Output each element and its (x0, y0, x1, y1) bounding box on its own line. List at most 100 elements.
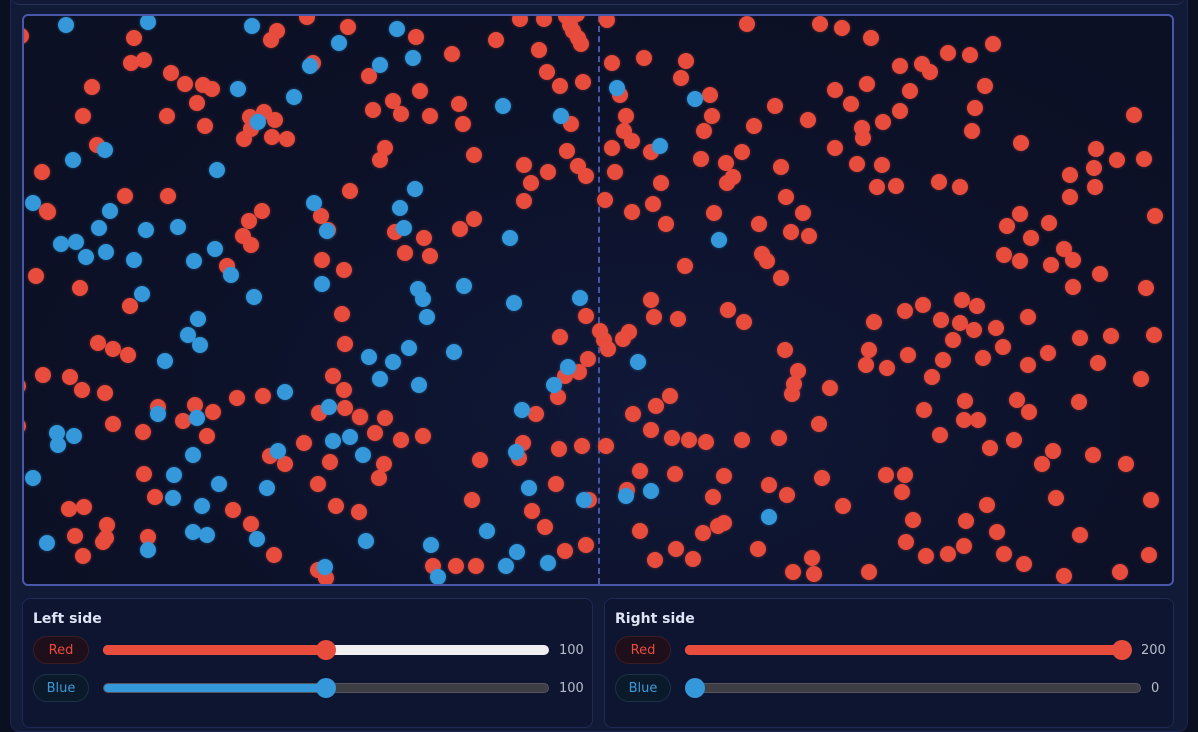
red-particle (325, 368, 341, 384)
red-particle (779, 487, 795, 503)
blue-particle (521, 480, 537, 496)
red-particle (902, 83, 918, 99)
red-particle (72, 280, 88, 296)
red-particle (75, 548, 91, 564)
slider-thumb[interactable] (685, 678, 706, 698)
panel-title: Right side (615, 611, 695, 627)
red-particle (632, 523, 648, 539)
red-particle (1016, 556, 1032, 572)
red-particle (718, 155, 734, 171)
blue-particle (170, 219, 186, 235)
blue-particle (192, 337, 208, 353)
red-particle (750, 541, 766, 557)
red-particle (957, 393, 973, 409)
red-particle (136, 52, 152, 68)
red-particle (861, 342, 877, 358)
red-particle (531, 42, 547, 58)
blue-particle (302, 58, 318, 74)
red-particle (175, 413, 191, 429)
red-particle (783, 224, 799, 240)
blue-particle (190, 311, 206, 327)
red-particle (767, 98, 783, 114)
red-particle (1141, 547, 1157, 563)
red-particle (408, 29, 424, 45)
red-particle (648, 398, 664, 414)
red-particle (361, 68, 377, 84)
red-particle (834, 20, 850, 36)
red-particle (999, 218, 1015, 234)
blue-particle (186, 253, 202, 269)
slider-fill (104, 684, 326, 692)
blue-particle (39, 535, 55, 551)
left-red-slider[interactable] (103, 640, 549, 660)
red-particle (898, 534, 914, 550)
red-particle (985, 36, 1001, 52)
red-particle (569, 16, 585, 22)
red-particle (710, 518, 726, 534)
red-particle (771, 430, 787, 446)
red-particle (892, 58, 908, 74)
red-particle (678, 53, 694, 69)
red-particle (365, 102, 381, 118)
red-particle (952, 179, 968, 195)
red-particle (662, 388, 678, 404)
red-particle (888, 178, 904, 194)
red-particle (540, 164, 556, 180)
red-particle (894, 484, 910, 500)
blue-particle (246, 289, 262, 305)
red-particle (1133, 371, 1149, 387)
blue-particle (165, 490, 181, 506)
red-particle (812, 16, 828, 32)
red-particle (952, 315, 968, 331)
red-particle (197, 118, 213, 134)
red-particle (24, 378, 26, 394)
red-particle (466, 147, 482, 163)
red-particle (536, 16, 552, 27)
red-particle (897, 303, 913, 319)
blue-particle (498, 558, 514, 574)
red-particle (835, 498, 851, 514)
red-particle (352, 409, 368, 425)
red-particle (397, 245, 413, 261)
blue-particle (405, 50, 421, 66)
red-particle (135, 424, 151, 440)
red-particle (205, 404, 221, 420)
right-blue-slider[interactable] (685, 678, 1141, 698)
right-red-value: 200 (1141, 642, 1166, 658)
red-particle (931, 174, 947, 190)
red-particle (1045, 443, 1061, 459)
left-blue-slider[interactable] (103, 678, 549, 698)
red-particle (995, 339, 1011, 355)
blue-particle (194, 498, 210, 514)
slider-thumb[interactable] (316, 640, 336, 660)
red-particle (918, 548, 934, 564)
blue-particle (68, 234, 84, 250)
red-particle (255, 388, 271, 404)
red-particle (636, 50, 652, 66)
red-particle (1009, 392, 1025, 408)
red-particle (328, 498, 344, 514)
red-particle (455, 116, 471, 132)
red-particle (61, 501, 77, 517)
red-particle (90, 335, 106, 351)
red-particle (126, 30, 142, 46)
red-particle (598, 438, 614, 454)
red-particle (199, 428, 215, 444)
red-particle (97, 385, 113, 401)
red-particle (1136, 151, 1152, 167)
red-particle (1012, 206, 1028, 222)
red-particle (539, 64, 555, 80)
blue-particle (306, 195, 322, 211)
right-red-slider[interactable] (685, 640, 1133, 660)
blue-particle (358, 533, 374, 549)
red-particle (996, 546, 1012, 562)
red-particle (337, 336, 353, 352)
red-particle (95, 534, 111, 550)
simulation-canvas[interactable] (22, 14, 1174, 586)
slider-thumb[interactable] (1112, 640, 1133, 660)
red-particle (1021, 404, 1037, 420)
blue-particle (401, 340, 417, 356)
red-particle (1072, 527, 1088, 543)
red-particle (34, 164, 50, 180)
slider-thumb[interactable] (316, 678, 336, 698)
